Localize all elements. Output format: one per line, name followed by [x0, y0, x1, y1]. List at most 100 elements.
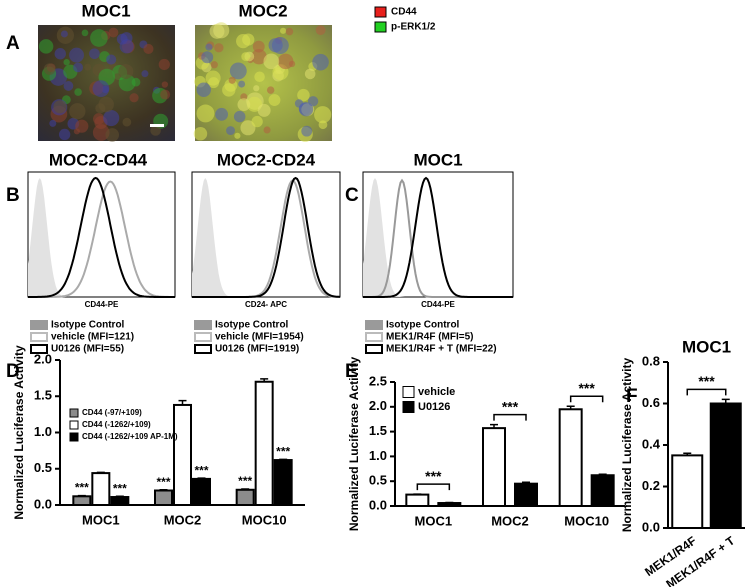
legend-label: CD44 (-1262/+109 AP-1M) — [82, 432, 178, 441]
y-tick-label: 0.5 — [34, 460, 52, 475]
cell — [254, 71, 265, 82]
bar — [405, 493, 430, 508]
bar — [192, 477, 211, 506]
cell — [222, 83, 236, 97]
bar — [154, 489, 173, 506]
cell — [251, 115, 263, 128]
cell — [315, 25, 326, 36]
bar — [709, 402, 742, 529]
y-axis-label: Normalized Luciferase Activity — [620, 358, 634, 533]
panel-letter: B — [6, 185, 20, 206]
cell — [73, 62, 83, 73]
error-bar — [598, 473, 607, 476]
panel-letter: E — [345, 361, 358, 382]
bracket — [416, 483, 451, 491]
cell — [49, 119, 57, 127]
bar — [437, 502, 462, 507]
cell — [150, 125, 161, 136]
cell — [277, 53, 294, 70]
x-tick-label: MOC10 — [242, 512, 287, 527]
cell — [263, 126, 271, 134]
cell — [60, 30, 68, 38]
cell — [241, 52, 251, 62]
y-tick-label: 1.0 — [34, 424, 52, 439]
significance: *** — [194, 463, 208, 477]
error-bar — [178, 399, 187, 405]
cell — [240, 120, 256, 136]
error-bar — [77, 494, 86, 497]
y-axis-label: Normalized Luciferase Activity — [12, 345, 26, 520]
image-title: MOC2 — [238, 1, 287, 20]
cell — [122, 117, 132, 127]
legend-swatch — [402, 401, 415, 413]
bar — [482, 427, 506, 507]
error-bar — [159, 489, 168, 491]
cell — [90, 29, 108, 47]
cell — [43, 63, 56, 75]
cell — [58, 128, 71, 141]
x-axis-label: CD44-PE — [85, 300, 119, 309]
legend-swatch — [374, 21, 387, 33]
bar — [558, 408, 583, 507]
legend-swatch — [194, 320, 212, 330]
legend-label: CD44 (-97/+109) — [82, 408, 142, 417]
cell — [74, 88, 82, 96]
y-tick-label: 1.5 — [369, 423, 387, 438]
legend-label: vehicle (MFI=121) — [51, 332, 134, 343]
bar — [273, 459, 293, 506]
significance: *** — [502, 398, 519, 414]
legend-swatch — [69, 432, 79, 442]
y-axis-label: Normalized Luciferase Activity — [347, 357, 361, 532]
error-bar — [683, 452, 692, 456]
cell — [205, 43, 213, 51]
cell — [53, 100, 67, 114]
cell — [196, 82, 211, 97]
cell — [106, 54, 117, 65]
y-tick-label: 0.0 — [34, 496, 52, 511]
histogram-fill — [192, 178, 340, 297]
cell — [118, 63, 134, 79]
chart-title: MOC1 — [682, 337, 731, 356]
cell — [209, 23, 225, 39]
histogram-curve — [28, 176, 175, 298]
significance: *** — [238, 474, 252, 488]
bar — [590, 474, 615, 507]
cell — [92, 80, 110, 98]
y-tick-label: 0.4 — [642, 436, 661, 451]
bracket — [569, 395, 604, 403]
cell — [161, 81, 169, 88]
plot-title: MOC2-CD44 — [49, 150, 148, 169]
error-bar — [197, 477, 206, 479]
significance: *** — [276, 444, 290, 458]
cell — [201, 51, 214, 64]
cell — [103, 109, 120, 127]
panel-letter: F — [626, 386, 638, 407]
bar — [671, 454, 704, 529]
cell — [251, 48, 267, 65]
bar — [514, 482, 538, 507]
legend-swatch — [365, 332, 383, 342]
cell — [297, 88, 310, 102]
legend-swatch — [30, 332, 48, 342]
cell — [304, 68, 316, 80]
y-tick-label: 0.5 — [369, 473, 387, 488]
error-bar — [115, 495, 124, 498]
cell — [253, 85, 260, 92]
cell — [318, 120, 328, 130]
legend-swatch — [402, 386, 415, 398]
y-tick-label: 0.2 — [642, 478, 660, 493]
histogram-fill — [363, 178, 513, 297]
bar — [173, 403, 192, 507]
y-tick-label: 0.6 — [642, 395, 660, 410]
cell — [233, 110, 246, 123]
y-tick-label: 2.5 — [369, 373, 387, 388]
error-bar — [721, 398, 730, 404]
histogram-curve — [192, 176, 341, 298]
legend-label: Isotype Control — [215, 320, 289, 331]
significance: *** — [75, 481, 89, 495]
error-bar — [490, 423, 498, 429]
significance: *** — [578, 380, 595, 396]
error-bar — [241, 488, 250, 490]
cell — [69, 47, 84, 63]
cell — [158, 58, 170, 71]
